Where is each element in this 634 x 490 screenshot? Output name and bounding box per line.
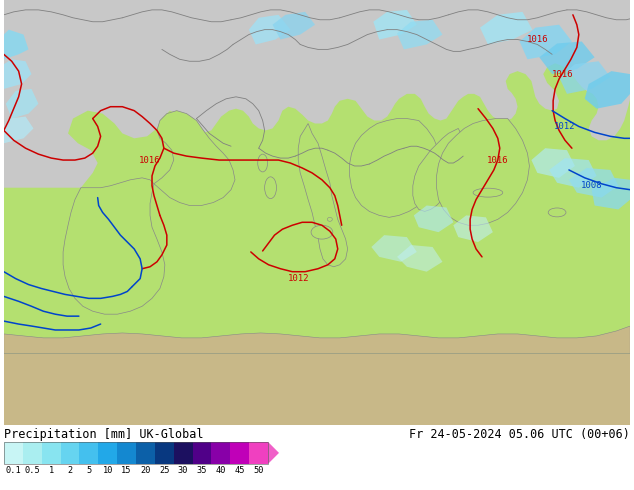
Polygon shape	[372, 235, 417, 262]
Bar	[98, 442, 117, 464]
Polygon shape	[413, 128, 466, 211]
Text: 0.5: 0.5	[25, 466, 40, 475]
Polygon shape	[273, 12, 315, 40]
Text: 20: 20	[140, 466, 151, 475]
Bar	[23, 442, 42, 464]
Text: 1016: 1016	[487, 155, 508, 165]
Polygon shape	[154, 111, 235, 205]
Ellipse shape	[548, 208, 566, 217]
Text: 1012: 1012	[287, 274, 309, 283]
Text: 1016: 1016	[139, 155, 161, 165]
Bar	[42, 442, 61, 464]
Text: 1: 1	[49, 466, 54, 475]
Polygon shape	[414, 205, 453, 232]
Bar	[61, 442, 79, 464]
Ellipse shape	[327, 218, 332, 221]
Bar	[136, 442, 155, 464]
Ellipse shape	[311, 225, 333, 239]
Polygon shape	[4, 0, 630, 188]
Ellipse shape	[258, 154, 268, 172]
Bar	[4, 354, 630, 425]
Polygon shape	[569, 168, 618, 197]
Polygon shape	[559, 61, 611, 94]
Polygon shape	[519, 24, 572, 59]
Polygon shape	[397, 20, 443, 49]
Polygon shape	[397, 245, 443, 271]
Bar	[174, 442, 193, 464]
Text: 45: 45	[235, 466, 245, 475]
Text: 1016: 1016	[552, 70, 574, 78]
Polygon shape	[437, 119, 529, 225]
Polygon shape	[298, 123, 347, 267]
Bar	[193, 442, 211, 464]
Text: 0.1: 0.1	[6, 466, 22, 475]
Polygon shape	[592, 178, 630, 209]
Polygon shape	[6, 89, 39, 119]
Bar	[249, 442, 268, 464]
Polygon shape	[4, 326, 630, 354]
Polygon shape	[4, 29, 29, 59]
Polygon shape	[4, 59, 32, 89]
Bar	[211, 442, 230, 464]
Bar	[117, 442, 136, 464]
Polygon shape	[549, 158, 597, 188]
Text: 1016: 1016	[527, 35, 548, 44]
Text: 40: 40	[216, 466, 226, 475]
Polygon shape	[249, 15, 290, 45]
Text: 35: 35	[197, 466, 207, 475]
Text: 1012: 1012	[554, 122, 576, 131]
Text: 50: 50	[254, 466, 264, 475]
Text: 25: 25	[159, 466, 169, 475]
Polygon shape	[531, 148, 575, 178]
Bar	[4, 442, 23, 464]
Polygon shape	[63, 178, 165, 314]
Polygon shape	[453, 216, 493, 242]
Polygon shape	[373, 10, 417, 40]
Bar	[4, 442, 268, 464]
Polygon shape	[540, 42, 595, 74]
Bar	[155, 442, 174, 464]
Polygon shape	[4, 117, 34, 143]
Text: Precipitation [mm] UK-Global: Precipitation [mm] UK-Global	[4, 428, 204, 441]
Ellipse shape	[473, 188, 503, 197]
Text: 30: 30	[178, 466, 188, 475]
Text: 10: 10	[103, 466, 113, 475]
Bar	[230, 442, 249, 464]
Polygon shape	[349, 119, 441, 218]
Text: 1008: 1008	[581, 181, 602, 190]
Polygon shape	[480, 12, 533, 45]
Text: 5: 5	[86, 466, 91, 475]
Bar	[79, 442, 98, 464]
Text: 2: 2	[67, 466, 73, 475]
Text: 15: 15	[121, 466, 132, 475]
Polygon shape	[268, 442, 279, 464]
Ellipse shape	[264, 177, 276, 198]
Polygon shape	[585, 71, 630, 109]
Text: Fr 24-05-2024 05.06 UTC (00+06): Fr 24-05-2024 05.06 UTC (00+06)	[409, 428, 630, 441]
